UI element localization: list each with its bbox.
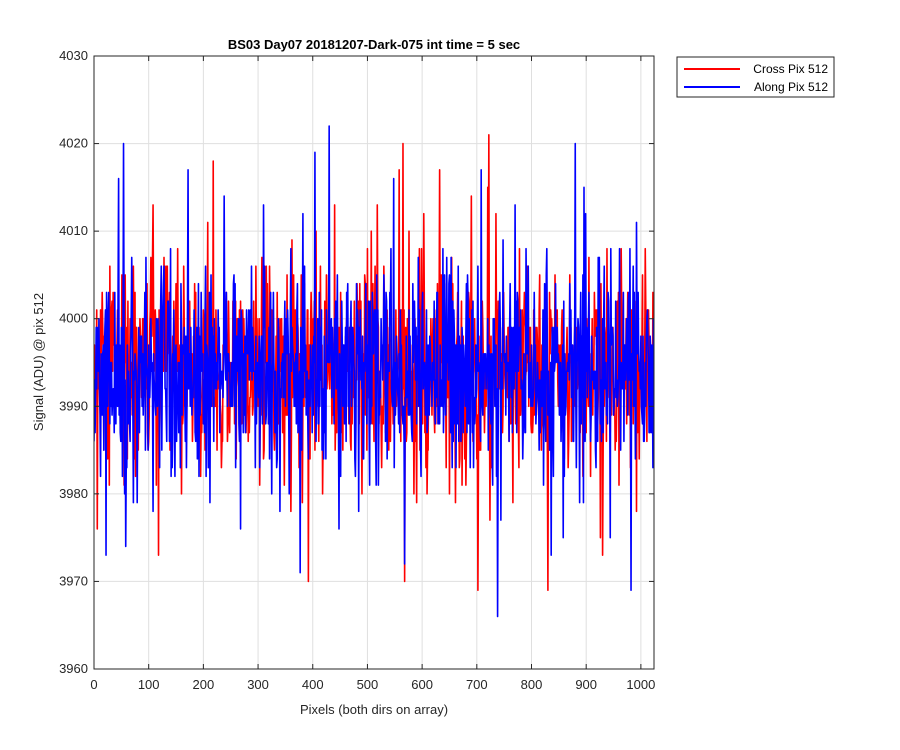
- x-tick-label: 400: [302, 677, 324, 692]
- legend-label-along: Along Pix 512: [754, 80, 828, 94]
- legend: Cross Pix 512 Along Pix 512: [676, 56, 835, 98]
- y-axis-label: Signal (ADU) @ pix 512: [31, 293, 46, 431]
- y-tick-label: 3980: [59, 486, 88, 501]
- x-tick-label: 100: [138, 677, 160, 692]
- series-line-along-pix-512: [94, 125, 654, 618]
- x-tick-label: 1000: [626, 677, 655, 692]
- y-tick-label: 4020: [59, 136, 88, 151]
- x-tick-label: 800: [521, 677, 543, 692]
- y-tick-label: 3960: [59, 661, 88, 676]
- y-tick-label: 4000: [59, 311, 88, 326]
- legend-label-cross: Cross Pix 512: [753, 62, 828, 76]
- y-tick-label: 3970: [59, 573, 88, 588]
- x-tick-label: 0: [90, 677, 97, 692]
- x-tick-label: 600: [411, 677, 433, 692]
- x-axis-label: Pixels (both dirs on array): [300, 702, 448, 717]
- y-tick-label: 4030: [59, 48, 88, 63]
- plot-frame: [93, 55, 655, 670]
- y-tick-labels: 3960 3970 3980 3990 4000 4010 4020 4030: [59, 48, 88, 676]
- y-tick-label: 4010: [59, 223, 88, 238]
- x-tick-label: 200: [193, 677, 215, 692]
- legend-box: [676, 56, 835, 98]
- series-layer: [94, 125, 654, 618]
- ticks: [93, 55, 654, 670]
- x-tick-label: 900: [575, 677, 597, 692]
- x-tick-label: 500: [357, 677, 379, 692]
- x-tick-label: 300: [247, 677, 269, 692]
- chart-title: BS03 Day07 20181207-Dark-075 int time = …: [228, 37, 520, 52]
- x-tick-labels: 0 100 200 300 400 500 600 700 800 900 1000: [90, 677, 655, 692]
- y-tick-label: 3990: [59, 398, 88, 413]
- x-tick-label: 700: [466, 677, 488, 692]
